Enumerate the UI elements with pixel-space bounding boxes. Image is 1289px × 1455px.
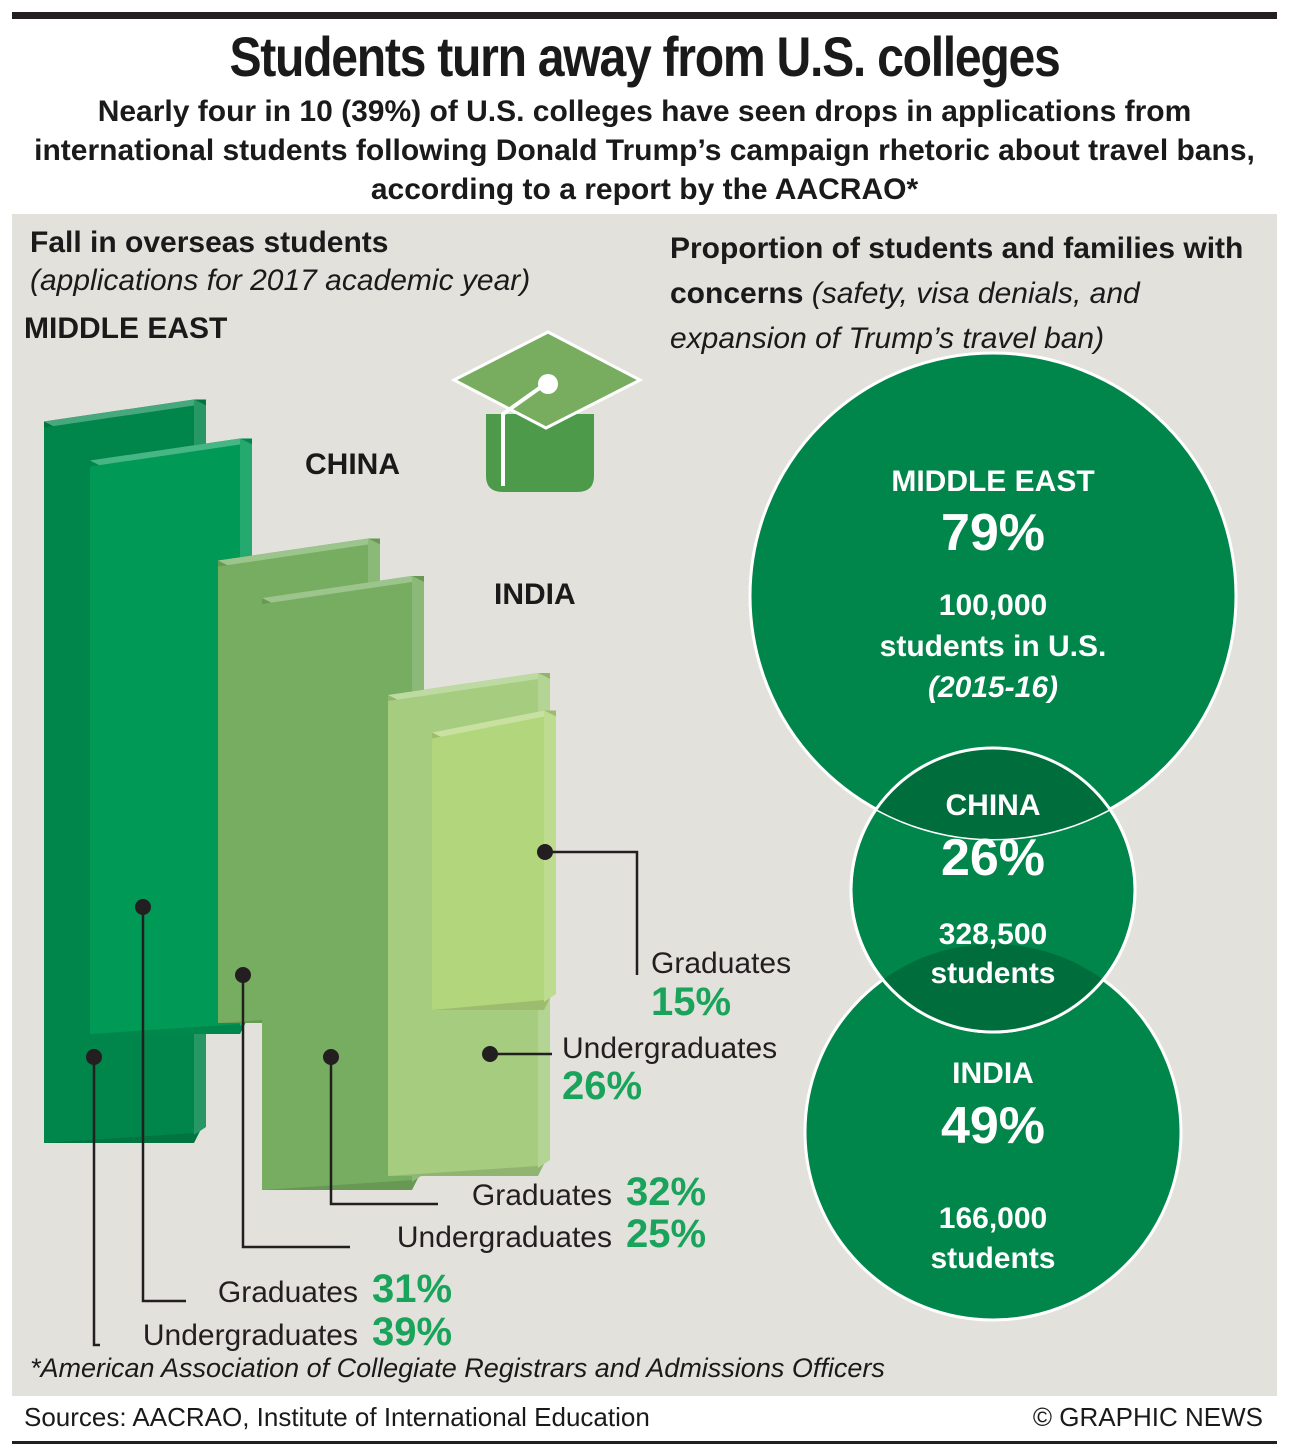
leader-in-grad-dot: [537, 844, 553, 860]
value-label-in-ug-text: Undergraduates: [562, 1032, 777, 1065]
category-label-china: CHINA: [305, 448, 400, 481]
credit: © GRAPHIC NEWS: [1032, 1402, 1263, 1432]
cap-tassel: [501, 380, 550, 486]
category-label-india: INDIA: [494, 578, 576, 611]
graduation-cap-icon: [450, 330, 644, 492]
bar-graduate-1: [90, 438, 252, 1034]
sources: Sources: AACRAO, Institute of Internatio…: [24, 1402, 650, 1432]
value-label-cn-ug-pct: 25%: [626, 1212, 706, 1256]
bubble-china-outline: [849, 746, 1137, 1034]
value-label-in-grad-text: Graduates: [651, 947, 791, 980]
bubble-label-middle-east: MIDDLE EAST: [891, 465, 1094, 498]
right-heading-bold: Proportion of students and families with…: [670, 232, 1244, 310]
leader-cn-grad-dot: [323, 1049, 339, 1065]
top-rule: [12, 12, 1277, 19]
bar-undergrad-2-top-face: [218, 538, 380, 567]
bubble-value-middle-east: 79%: [941, 504, 1045, 562]
left-heading: Fall in overseas students: [30, 226, 389, 259]
value-label-cn-ug-text: Undergraduates: [397, 1221, 612, 1254]
subtitle: Nearly four in 10 (39%) of U.S. colleges…: [34, 95, 1255, 206]
leader-me-ug-line: [92, 1057, 100, 1347]
category-label-middle-east: MIDDLE EAST: [24, 312, 227, 345]
leader-in-grad-line: [545, 850, 639, 975]
bubble-students-text-middle-east: students in U.S.: [880, 630, 1107, 663]
value-label-me-ug-text: Undergraduates: [143, 1319, 358, 1352]
value-label-cn-grad-text: Graduates: [472, 1179, 612, 1212]
bar-graduate-2: [262, 576, 424, 1190]
footnote: *American Association of Collegiate Regi…: [30, 1353, 885, 1383]
bar-graduate-1-front-face: [90, 444, 240, 1034]
bubble-note-middle-east: (2015-16): [928, 671, 1058, 704]
leader-me-ug-dot: [86, 1049, 102, 1065]
leader-in-ug-dot: [482, 1046, 498, 1062]
bubble-students-china: 328,500: [939, 918, 1047, 951]
overlap-cn-in: [851, 944, 1135, 1032]
bubble-students-text-india: students: [930, 1242, 1055, 1275]
bar-graduate-3-top-face: [432, 710, 556, 739]
cap-base: [486, 414, 594, 492]
value-label-in-grad-pct: 15%: [651, 980, 731, 1024]
bottom-rule: [12, 1441, 1277, 1444]
value-label-cn-grad-pct: 32%: [626, 1170, 706, 1214]
bubble-label-china: CHINA: [946, 789, 1041, 822]
overlap-me-cn: [851, 748, 1135, 839]
right-heading-italic: (safety, visa denials, and expansion of …: [670, 277, 1140, 355]
bar-graduate-2-top-face: [262, 576, 424, 604]
bubble-value-india: 49%: [941, 1097, 1045, 1155]
right-heading: Proportion of students and families with…: [670, 226, 1270, 361]
bubble-students-text-china: students: [930, 957, 1055, 990]
leader-me-grad-dot: [135, 899, 151, 915]
value-label-in-ug-pct: 26%: [562, 1064, 642, 1108]
leader-me-grad-line: [141, 907, 186, 1303]
leader-cn-ug-dot: [235, 967, 251, 983]
bar-undergrad-1-top-face: [44, 399, 206, 428]
page-title: Students turn away from U.S. colleges: [229, 25, 1060, 88]
leader-cn-grad-line: [329, 1057, 438, 1206]
bar-graduate-1-top-face: [90, 438, 252, 467]
value-label-me-ug-pct: 39%: [372, 1310, 452, 1354]
bar-graduate-2-front-face: [262, 582, 412, 1190]
bar-undergrad-3-top-face: [388, 673, 550, 701]
bubble-value-china: 26%: [941, 829, 1045, 887]
value-label-me-grad-text: Graduates: [218, 1276, 358, 1309]
leader-cn-ug-line: [241, 975, 350, 1249]
bubble-label-india: INDIA: [952, 1057, 1034, 1090]
cap-button: [538, 374, 558, 394]
left-subheading: (applications for 2017 academic year): [30, 264, 531, 297]
bubble-students-india: 166,000: [939, 1202, 1047, 1235]
bar-graduate-3: [432, 710, 556, 1010]
bar-graduate-3-front-face: [432, 716, 544, 1010]
value-label-me-grad-pct: 31%: [372, 1267, 452, 1311]
bubble-students-middle-east: 100,000: [939, 589, 1047, 622]
